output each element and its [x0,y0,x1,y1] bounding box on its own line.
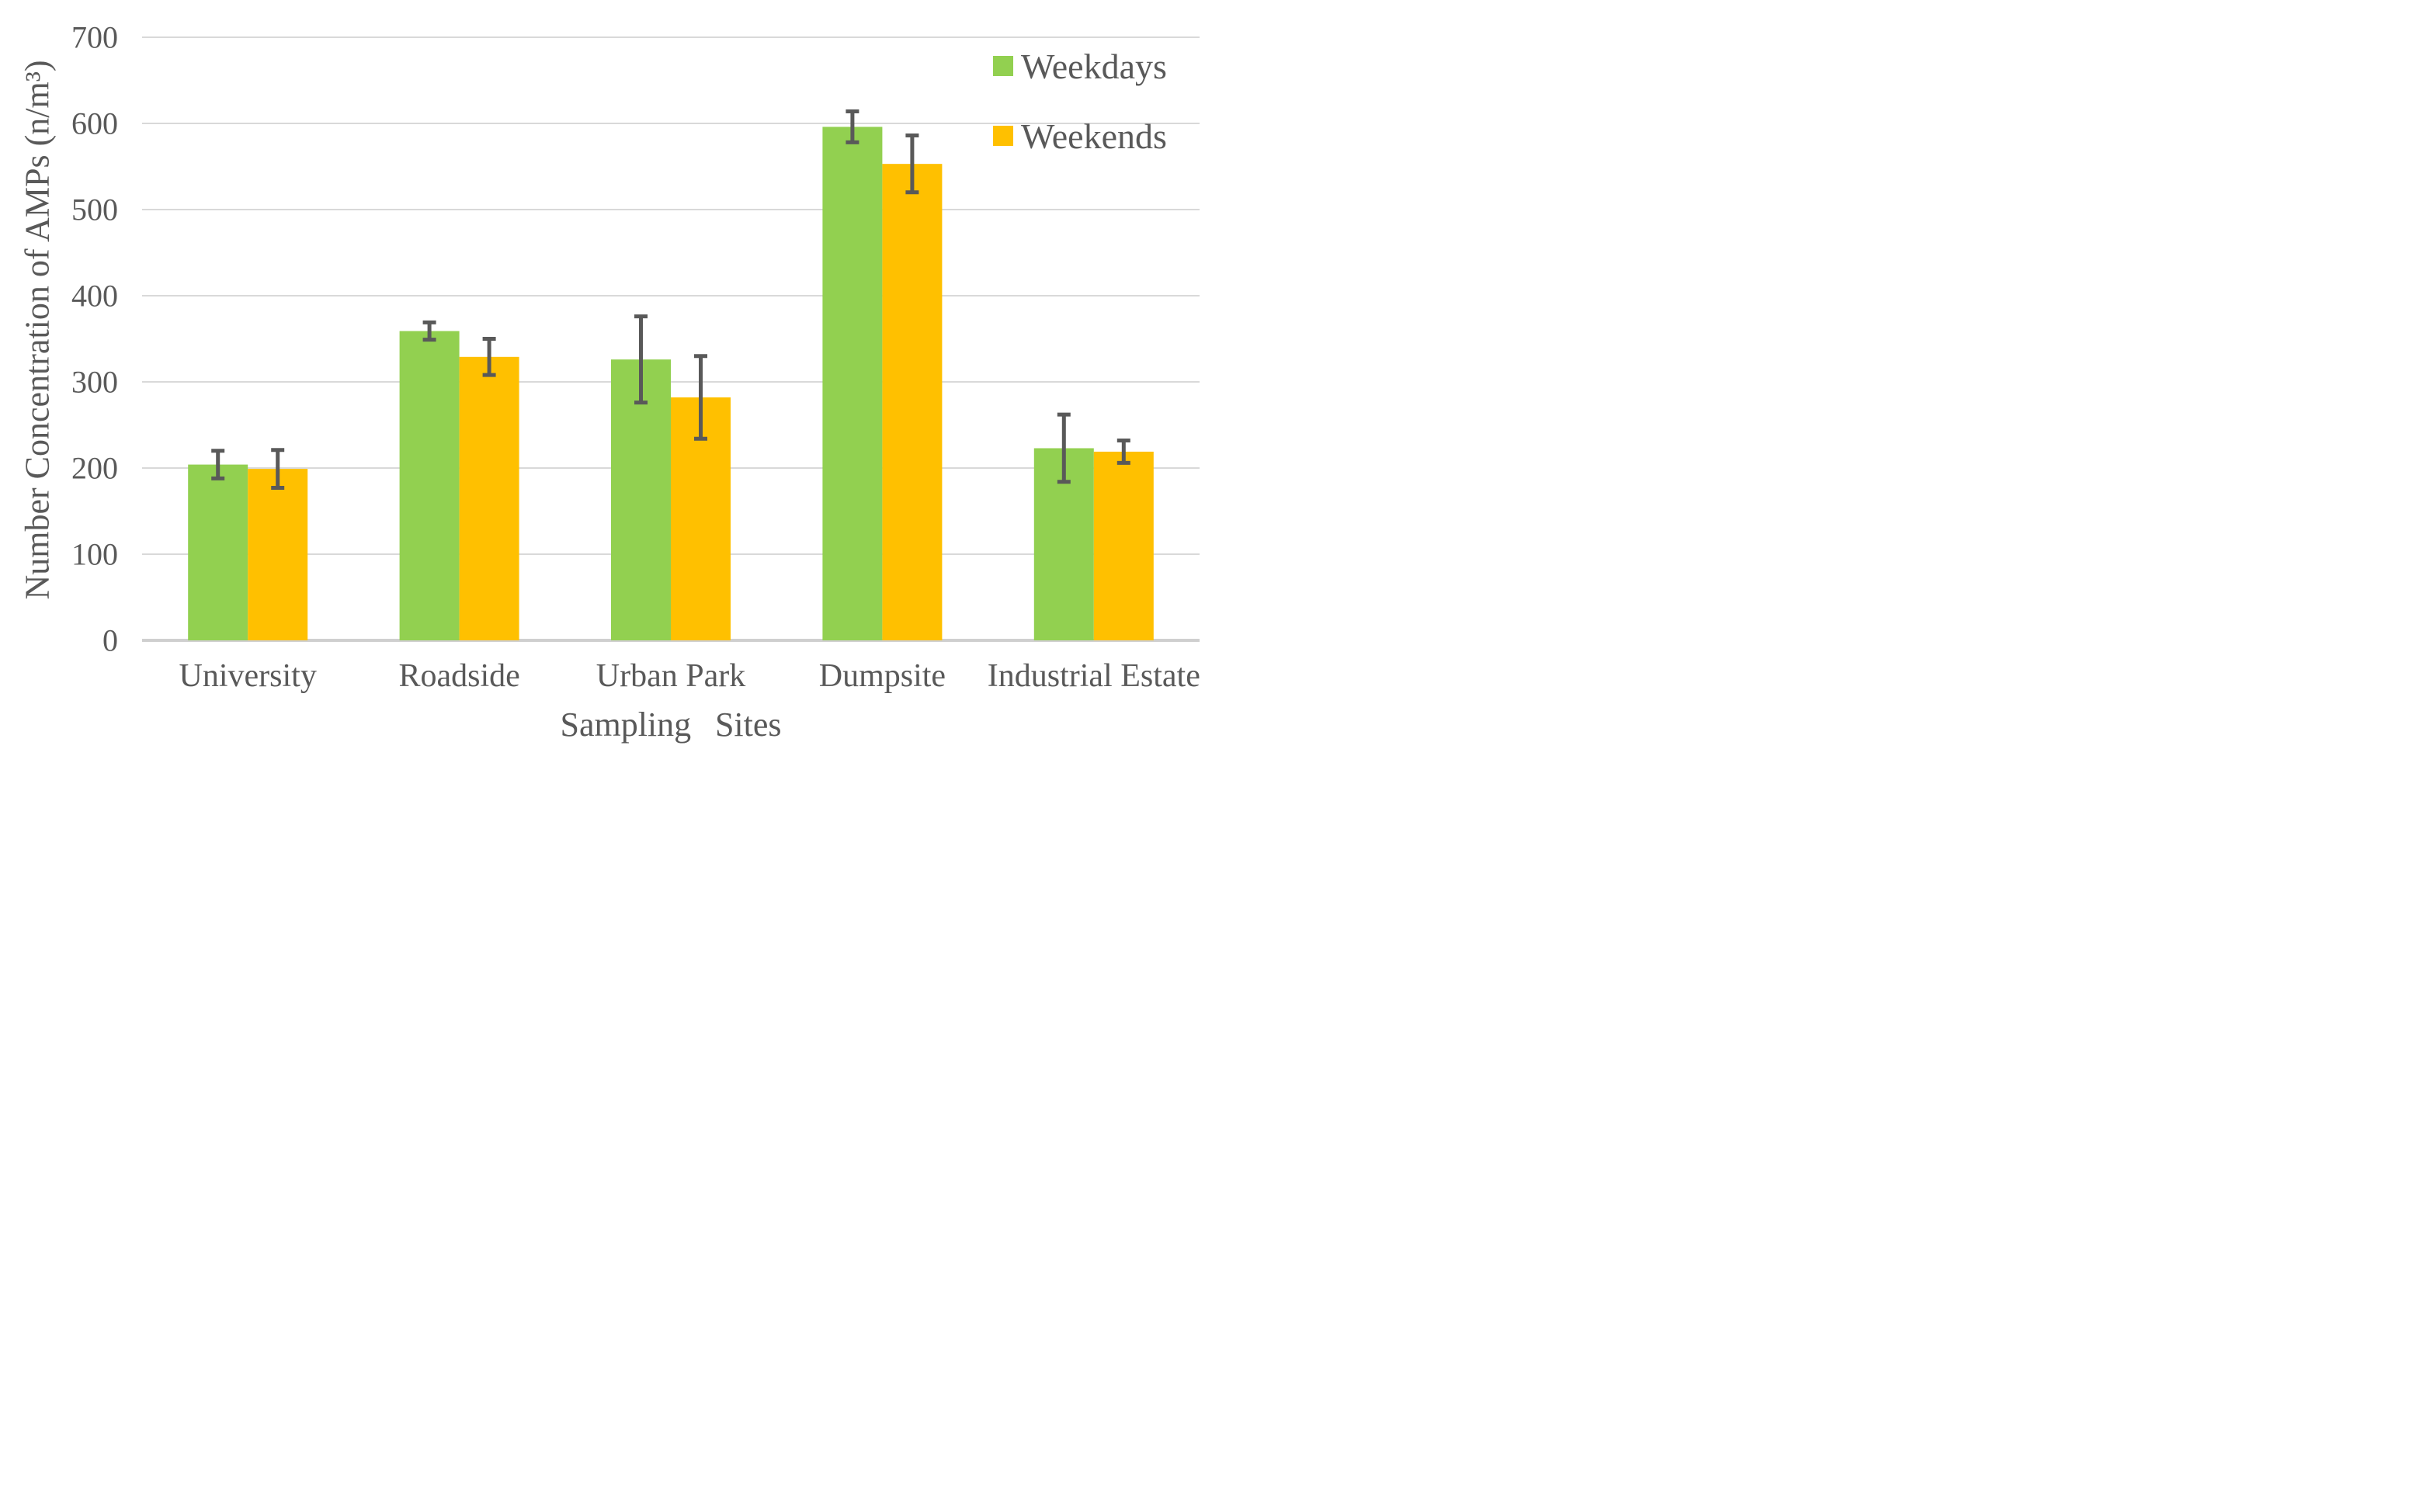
legend-item-weekdays: Weekdays [993,44,1167,88]
bar-university-weekdays [188,464,248,640]
y-tick-label-600: 600 [71,106,118,141]
bar-dumpsite-weekdays [822,127,883,640]
y-tick-label-0: 0 [102,623,118,658]
x-category-label-university: University [179,658,317,694]
x-category-label-industrial-estate: Industrial Estate [988,658,1200,694]
x-category-label-dumpsite: Dumpsite [819,658,946,694]
bar-roadside-weekends [459,356,519,640]
y-tick-label-300: 300 [71,365,118,400]
legend-item-weekends: Weekends [993,114,1167,158]
bar-university-weekends [248,469,308,640]
x-category-label-urban-park: Urban Park [596,658,745,694]
legend: Weekdays Weekends [993,44,1167,184]
y-tick-label-400: 400 [71,279,118,314]
bar-urban-park-weekdays [611,359,671,640]
x-axis-title: Sampling Sites [560,706,782,744]
bar-industrial-estate-weekends [1093,451,1154,640]
y-tick-label-200: 200 [71,451,118,486]
chart: 0 100 200 300 400 500 600 700 University Roadside… [0,0,1205,756]
y-tick-label-500: 500 [71,192,118,227]
bar-dumpsite-weekends [882,164,943,641]
weekends-swatch [993,126,1013,146]
legend-label-weekdays: Weekdays [1021,46,1167,86]
weekdays-swatch [993,56,1013,76]
plot-area: 0 100 200 300 400 500 600 700 University Roadside… [71,20,1200,694]
y-tick-label-100: 100 [71,537,118,572]
legend-label-weekends: Weekends [1021,116,1167,156]
y-tick-label-700: 700 [71,20,118,55]
bar-roadside-weekdays [399,331,460,640]
y-axis-title: Number Concentration of AMPs (n/m³) [18,60,57,600]
x-category-label-roadside: Roadside [398,658,519,694]
